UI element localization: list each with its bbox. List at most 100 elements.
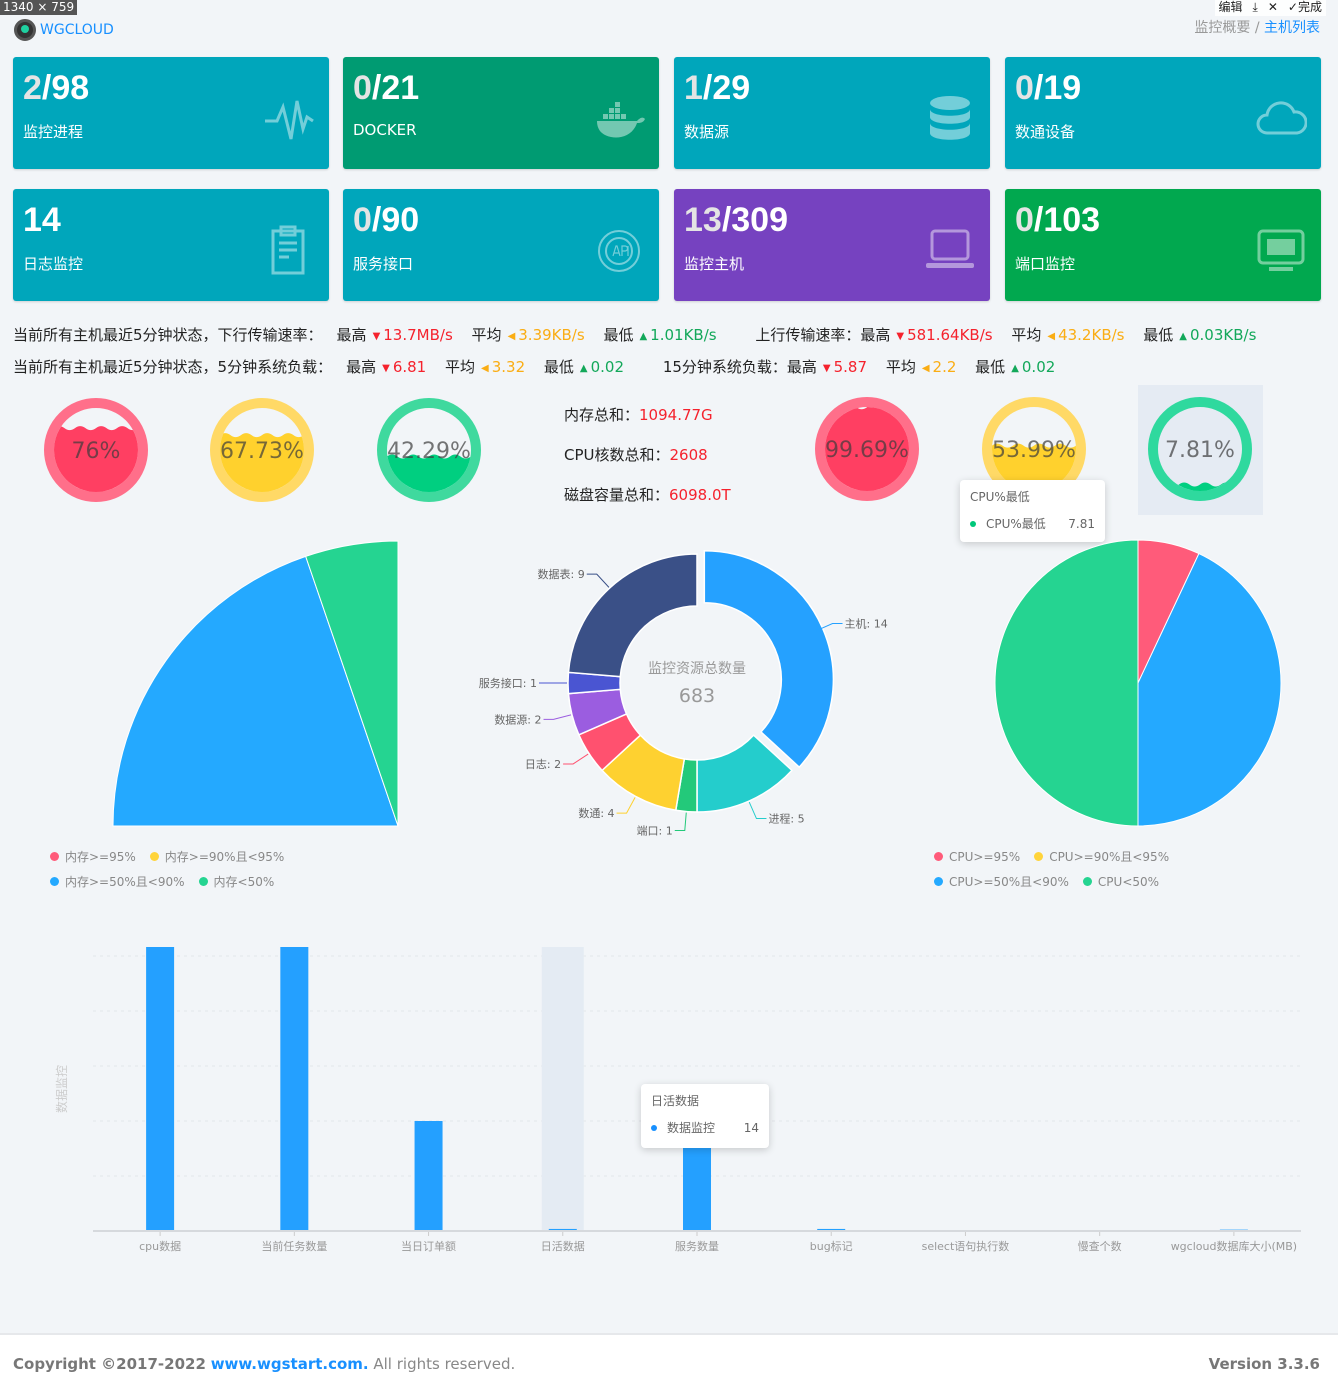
donut-label: 进程: 5 — [768, 813, 804, 826]
pie-slice[interactable] — [112, 555, 399, 827]
load-stats: 当前所有主机最近5分钟状态，5分钟系统负载： 最高 ▼ 6.81 平均 ◀ 3.32 最低… — [13, 358, 1056, 376]
donut-label: 端口: 1 — [637, 824, 673, 837]
database-icon — [930, 96, 970, 140]
bar-tooltip: 日活数据 数据监控 14 — [641, 1084, 769, 1148]
donut-label: 数通: 4 — [578, 807, 614, 820]
pie-slice[interactable] — [305, 540, 399, 827]
gauge-value: 53.99% — [992, 438, 1076, 463]
edit-button[interactable]: 编辑 — [1218, 0, 1243, 14]
summary-card[interactable]: 13/309 监控主机 — [674, 189, 990, 301]
label-line — [748, 801, 767, 820]
card-label: 数据源 — [684, 123, 730, 141]
docker-icon — [597, 102, 645, 138]
label-line — [815, 623, 843, 632]
card-label: 监控进程 — [23, 123, 84, 141]
breadcrumb-item[interactable]: 监控概要 — [1194, 20, 1251, 36]
bar[interactable] — [683, 1134, 711, 1231]
legend-dot — [149, 852, 159, 861]
donut-label: 主机: 14 — [845, 617, 888, 631]
legend-item[interactable]: CPU>=50%且<90% — [934, 873, 1069, 890]
gauge-tooltip: CPU%最低 CPU%最低 7.81 — [960, 480, 1105, 542]
donut-label: 日志: 2 — [525, 758, 561, 771]
hover-band — [541, 947, 584, 1231]
logo-icon — [14, 19, 36, 41]
donut-slice[interactable] — [567, 553, 698, 678]
label-line — [543, 714, 572, 720]
legend-item[interactable]: 内存>=95% — [50, 848, 136, 865]
cloud-icon — [1256, 101, 1307, 135]
x-tick-label: select语句执行数 — [922, 1239, 1010, 1253]
legend-dot — [1082, 877, 1092, 886]
x-tick-label: bug标记 — [810, 1239, 853, 1253]
breadcrumb-item[interactable]: 主机列表 — [1264, 20, 1320, 36]
memory-legend: 内存>=95% 内存>=90%且<95% 内存>=50%且<90% 内存<50% — [50, 848, 430, 890]
card-label: 端口监控 — [1015, 255, 1076, 273]
close-icon[interactable]: ✕ — [1267, 0, 1278, 14]
pie-slice[interactable] — [994, 539, 1139, 827]
donut-slice[interactable] — [703, 550, 835, 769]
legend-item[interactable]: CPU>=95% — [934, 848, 1020, 865]
legend-item[interactable]: 内存<50% — [198, 873, 274, 890]
legend-dot — [934, 877, 943, 886]
summary-card[interactable]: 0/19 数通设备 — [1005, 57, 1321, 169]
memory-total: 内存总和：1094.77G — [564, 406, 713, 424]
bar[interactable] — [280, 947, 309, 1231]
legend-item[interactable]: CPU>=90%且<95% — [1034, 848, 1169, 865]
breadcrumb-separator: / — [1254, 20, 1260, 36]
summary-card[interactable]: 14 日志监控 — [13, 189, 329, 301]
y-axis-label: 数据监控 — [54, 1065, 69, 1113]
website-link[interactable]: www.wgstart.com. — [210, 1355, 369, 1373]
x-tick-label: cpu数据 — [139, 1239, 181, 1253]
liquid-gauge[interactable]: 99.69% — [815, 397, 919, 501]
legend-dot — [198, 877, 208, 886]
copyright: Copyright ©2017-2022 www.wgstart.com. Al… — [13, 1355, 516, 1373]
bar[interactable] — [146, 947, 175, 1231]
liquid-gauge[interactable]: 7.81% — [1148, 397, 1252, 501]
card-count: 1/29 — [684, 69, 751, 107]
liquid-gauge[interactable]: 42.29% — [377, 398, 481, 502]
legend-dot — [1034, 852, 1044, 861]
check-icon: ✓ — [1287, 0, 1298, 14]
liquid-gauge[interactable]: 76% — [44, 398, 148, 502]
card-count: 0/90 — [353, 201, 420, 239]
bar[interactable] — [548, 1228, 577, 1231]
donut-center-value: 683 — [679, 685, 715, 707]
bar[interactable] — [817, 1228, 846, 1231]
laptop-icon — [926, 229, 974, 268]
legend-item[interactable]: 内存>=90%且<95% — [149, 848, 284, 865]
card-label: DOCKER — [353, 121, 417, 139]
liquid-gauge[interactable]: 67.73% — [210, 398, 314, 502]
download-icon[interactable]: ⤓ — [1252, 0, 1258, 14]
brand-logo[interactable]: WGCLOUD — [14, 19, 114, 41]
summary-card[interactable]: 0/21 DOCKER — [343, 57, 659, 169]
gauge-fill — [220, 433, 304, 492]
label-line — [674, 812, 687, 831]
legend-dot — [934, 852, 943, 861]
legend-item[interactable]: 内存>=50%且<90% — [50, 873, 185, 890]
gauge-value: 42.29% — [387, 439, 471, 464]
donut-label: 服务接口: 1 — [479, 677, 537, 690]
card-count: 2/98 — [23, 69, 90, 107]
bar[interactable] — [414, 1121, 443, 1231]
card-count: 0/21 — [353, 69, 420, 107]
summary-card[interactable]: 2/98 监控进程 — [13, 57, 329, 169]
pulse-icon — [265, 100, 314, 140]
breadcrumb: 监控概要 / 主机列表 — [1194, 20, 1320, 37]
legend-dot — [50, 877, 59, 886]
donut-center-title: 监控资源总数量 — [648, 661, 746, 677]
gauge-fill — [54, 426, 138, 492]
summary-card[interactable]: 0/90 服务接口 — [343, 189, 659, 301]
label-line — [563, 753, 589, 765]
clipboard-icon — [271, 225, 305, 275]
card-label: 数通设备 — [1015, 123, 1076, 141]
pie-slice[interactable] — [1137, 552, 1282, 827]
network-stats: 当前所有主机最近5分钟状态，下行传输速率： 最高 ▼ 13.7MB/s 平均 ◀ 3.39… — [13, 326, 1257, 344]
api-icon — [598, 230, 640, 272]
done-button[interactable]: ✓完成 — [1287, 0, 1322, 14]
disk-total: 磁盘容量总和：6098.0T — [564, 486, 731, 504]
legend-item[interactable]: CPU<50% — [1082, 873, 1159, 890]
card-count: 0/19 — [1015, 69, 1082, 107]
summary-card[interactable]: 1/29 数据源 — [674, 57, 990, 169]
gauge-value: 99.69% — [825, 438, 909, 463]
summary-card[interactable]: 0/103 端口监控 — [1005, 189, 1321, 301]
